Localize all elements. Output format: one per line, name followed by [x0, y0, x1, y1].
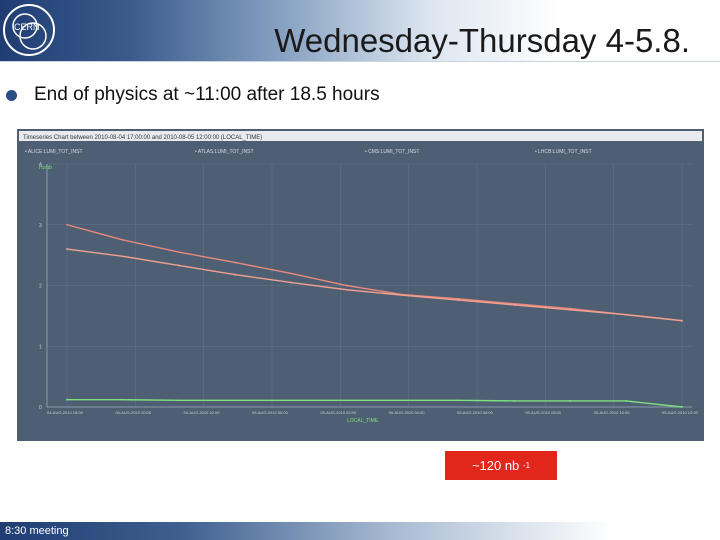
- series-point: [66, 248, 68, 250]
- series-point: [345, 288, 348, 291]
- series-point: [625, 313, 627, 316]
- series-point: [401, 294, 404, 297]
- series-point: [569, 308, 572, 311]
- chart-ticks: 0 1 2 3 4 04-AUG-2010 18:00 04-AUG-2010 20:00 0…: [39, 162, 699, 415]
- x-tick-label: 05-AUG-2010 10:00: [594, 410, 631, 415]
- chart-title-bar: [19, 131, 702, 141]
- series-point: [177, 264, 180, 267]
- y-tick-label: 1: [39, 344, 42, 350]
- y-tick-label: 0: [39, 405, 42, 411]
- series-point: [289, 399, 292, 402]
- cern-logo-icon: CERN: [2, 3, 56, 57]
- legend-entry: • ALICE:LUMI_TOT_INST: [25, 149, 83, 155]
- y-tick-label: 2: [39, 284, 42, 290]
- series-point: [681, 406, 683, 408]
- chart-series: [66, 223, 683, 408]
- series-point: [513, 400, 516, 402]
- series-point: [289, 281, 292, 284]
- x-tick-label: 05-AUG-2010 08:00: [525, 410, 562, 415]
- series-point: [569, 400, 572, 402]
- series-point: [122, 239, 124, 241]
- series-point: [457, 399, 460, 402]
- svg-text:CERN: CERN: [14, 22, 40, 32]
- series-point: [681, 319, 683, 322]
- integrated-lumi-badge: ~120 nb -1: [445, 451, 557, 480]
- series-line: [67, 399, 683, 408]
- legend-entry: • ATLAS:LUMI_TOT_INST: [195, 149, 254, 155]
- x-tick-label: 05-AUG-2010 00:00: [252, 410, 289, 415]
- header-divider: [0, 61, 720, 62]
- series-point: [289, 272, 292, 275]
- legend-entry: • CMS:LUMI_TOT_INST: [365, 149, 419, 155]
- chart-svg: Timeseries Chart between 2010-08-04 17:0…: [17, 129, 704, 441]
- chart-legend: • ALICE:LUMI_TOT_INST • ATLAS:LUMI_TOT_IN…: [25, 149, 592, 155]
- slide-header: CERN Wednesday-Thursday 4-5.8.: [0, 0, 720, 62]
- series-point: [66, 223, 68, 226]
- bullet-icon: [6, 89, 17, 101]
- chart-title: Timeseries Chart between 2010-08-04 17:0…: [23, 135, 262, 141]
- y-axis-label: Hz/ub: [39, 165, 52, 171]
- bullet-point: End of physics at ~11:00 after 18.5 hour…: [6, 83, 380, 107]
- chart-grid: [46, 163, 692, 408]
- series-point: [233, 273, 236, 276]
- chart-background: [17, 129, 704, 441]
- bullet-text: End of physics at ~11:00 after 18.5 hour…: [34, 84, 380, 105]
- series-point: [457, 299, 460, 301]
- series-line: [66, 224, 683, 322]
- series-point: [177, 251, 180, 253]
- x-tick-label: 05-AUG-2010 04:00: [389, 410, 426, 415]
- y-tick-label: 4: [39, 162, 42, 168]
- series-point: [401, 399, 404, 402]
- series-point: [345, 399, 348, 402]
- legend-entry: • LHCB:LUMI_TOT_INST: [535, 149, 592, 155]
- slide-title: Wednesday-Thursday 4-5.8.: [274, 22, 690, 59]
- series-point: [345, 284, 348, 287]
- series-line: [66, 248, 683, 322]
- series-point: [513, 304, 516, 306]
- series-point: [122, 255, 124, 258]
- y-tick-label: 3: [39, 223, 42, 229]
- x-tick-label: 04-AUG-2010 20:00: [115, 410, 152, 415]
- series-point: [625, 400, 627, 402]
- series-point: [66, 398, 68, 401]
- timeseries-chart: Timeseries Chart between 2010-08-04 17:0…: [17, 129, 704, 441]
- x-tick-label: 04-AUG-2010 18:00: [47, 410, 84, 415]
- badge-sup: -1: [522, 461, 531, 470]
- badge-text: ~120 nb: [471, 458, 520, 473]
- footer-text: 8:30 meeting: [5, 525, 69, 537]
- x-axis-label: LOCAL_TIME: [347, 418, 379, 424]
- series-point: [233, 399, 236, 402]
- slide-footer: 8:30 meeting: [0, 522, 720, 540]
- x-tick-label: 05-AUG-2010 02:00: [320, 410, 357, 415]
- series-point: [233, 261, 236, 264]
- x-tick-label: 05-AUG-2010 06:00: [457, 410, 494, 415]
- series-point: [122, 398, 124, 401]
- series-point: [177, 399, 180, 402]
- x-tick-label: 05-AUG-2010 12:00: [662, 410, 699, 415]
- x-tick-label: 04-AUG-2010 22:00: [184, 410, 221, 415]
